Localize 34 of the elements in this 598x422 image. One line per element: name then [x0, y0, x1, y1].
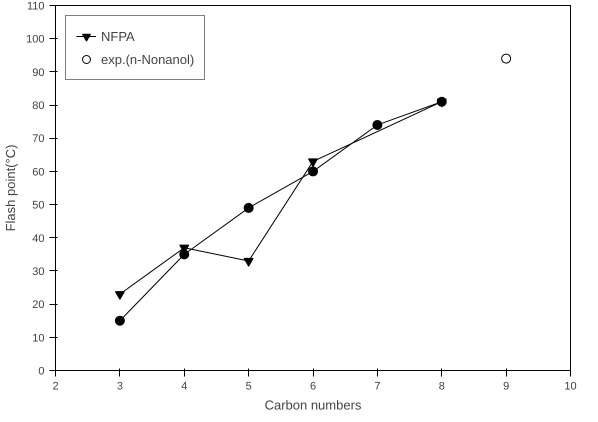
y-tick-label: 80 [32, 100, 45, 112]
legend-label: exp.(n-Nonanol) [101, 52, 194, 66]
y-tick-label: 10 [32, 332, 45, 344]
y-tick-label: 90 [32, 66, 45, 79]
point [308, 166, 318, 176]
point [308, 158, 318, 168]
x-tick-label: 6 [310, 380, 316, 392]
x-tick-label: 10 [564, 380, 577, 392]
y-axis-title: Flash point(°C) [3, 144, 18, 232]
point [179, 249, 190, 260]
x-tick-label: 8 [438, 380, 445, 392]
point [114, 291, 125, 300]
point [244, 258, 254, 267]
y-tick-label: 60 [32, 166, 45, 178]
x-tick-label: 5 [246, 380, 252, 392]
x-tick-label: 9 [503, 380, 510, 392]
x-tick-label: 4 [181, 380, 188, 392]
x-tick-label: 7 [374, 380, 380, 392]
y-tick-label: 50 [32, 200, 45, 212]
point [114, 316, 125, 326]
y-tick-label: 100 [26, 34, 45, 46]
x-tick-label: 3 [116, 380, 123, 392]
point [244, 202, 254, 213]
y-tick-label: 20 [32, 299, 45, 312]
x-axis-title: Carbon numbers [264, 398, 362, 412]
point [501, 54, 512, 64]
legend-label: NFPA [101, 28, 135, 44]
point [372, 120, 382, 130]
y-tick-label: 30 [32, 266, 45, 278]
x-tick-label: 2 [52, 380, 59, 392]
y-tick-label: 40 [32, 232, 45, 245]
y-tick-label: 110 [26, 0, 45, 12]
y-tick-label: 0 [38, 366, 45, 378]
y-tick-label: 70 [32, 133, 45, 146]
